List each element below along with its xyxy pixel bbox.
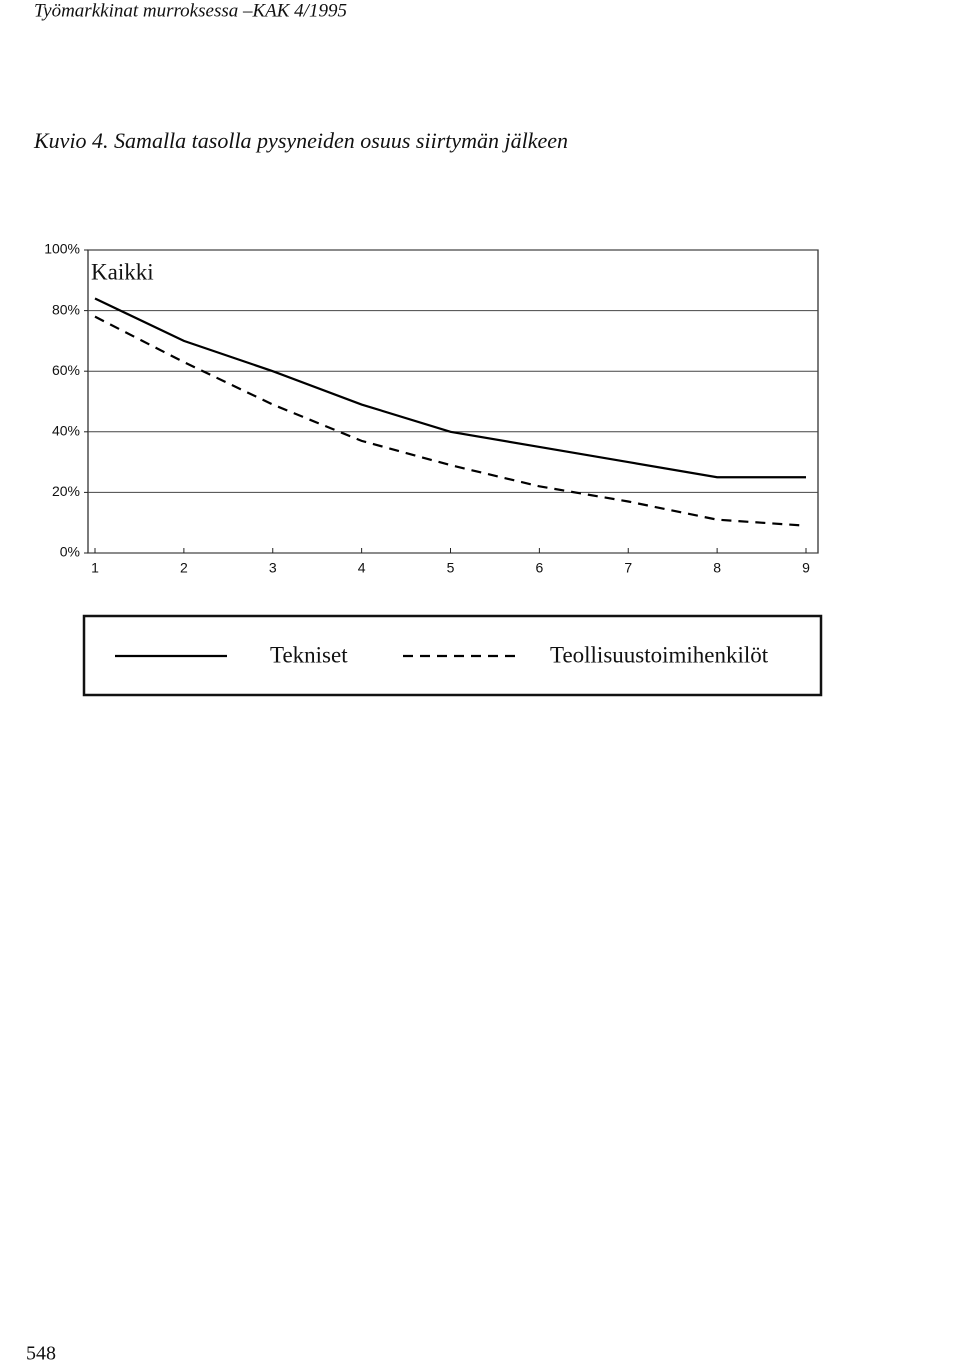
annotation: Kaikki xyxy=(91,259,154,284)
y-tick-label: 40% xyxy=(52,423,80,439)
series-line xyxy=(94,297,806,479)
x-tick-label: 2 xyxy=(180,560,188,576)
x-tick-label: 8 xyxy=(713,560,721,576)
x-tick-label: 7 xyxy=(624,560,632,576)
x-tick-label: 6 xyxy=(535,560,543,576)
y-tick-label: 100% xyxy=(44,241,80,257)
legend-label: Tekniset xyxy=(270,642,348,667)
running-header: Työmarkkinat murroksessa –KAK 4/1995 xyxy=(34,0,347,21)
page-number: 548 xyxy=(26,1343,56,1365)
y-tick-label: 0% xyxy=(60,544,80,560)
x-tick-label: 5 xyxy=(447,560,455,576)
plot-frame xyxy=(87,249,819,554)
legend-box xyxy=(82,614,823,697)
x-tick-label: 3 xyxy=(269,560,277,576)
figure-caption: Kuvio 4. Samalla tasolla pysyneiden osuu… xyxy=(33,128,568,153)
legend-label: Teollisuustoimihenkilöt xyxy=(550,642,769,667)
y-tick-label: 80% xyxy=(52,301,80,317)
x-tick-label: 9 xyxy=(802,560,810,576)
x-tick-label: 4 xyxy=(358,560,366,576)
y-tick-label: 20% xyxy=(52,483,80,499)
y-tick-label: 60% xyxy=(52,362,80,378)
x-tick-label: 1 xyxy=(91,560,99,576)
